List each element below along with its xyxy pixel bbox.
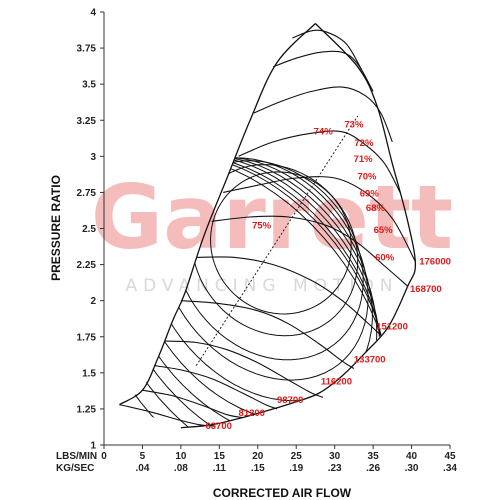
efficiency-label: 72% [354, 138, 374, 149]
x-secondary-tick-label: .11 [213, 463, 227, 474]
y-tick-label: 1.5 [82, 368, 96, 379]
speed-label: 151200 [376, 322, 408, 333]
efficiency-label: 68% [366, 203, 386, 214]
speed-line [223, 176, 416, 262]
y-tick-label: 3 [90, 152, 96, 163]
y-tick-label: 1 [90, 441, 96, 452]
efficiency-label: 73% [344, 119, 364, 130]
y-tick-label: 3.75 [77, 44, 97, 55]
x-tick-label: 25 [291, 451, 303, 462]
speed-line [253, 86, 393, 143]
y-tick-label: 2.75 [77, 188, 97, 199]
x-tick-label: 10 [175, 451, 187, 462]
speed-line [211, 215, 409, 287]
x-unit-secondary-label: KG/SEC [56, 463, 94, 474]
x-tick-label: 45 [444, 451, 456, 462]
y-tick-label: 1.75 [77, 332, 97, 343]
x-unit-primary-label: LBS/MIN [56, 451, 97, 462]
x-tick-label: 15 [214, 451, 226, 462]
x-secondary-tick-label: .26 [366, 463, 380, 474]
peak-efficiency-line [195, 115, 359, 366]
x-secondary-tick-label: .04 [135, 463, 149, 474]
efficiency-label: 60% [375, 252, 395, 263]
speed-line [292, 29, 363, 70]
y-tick-label: 3.5 [82, 80, 96, 91]
efficiency-labels: 75% 74% 73% 72% 71% 70% 69% 68% 65% 60% [252, 119, 395, 263]
efficiency-label: 69% [360, 189, 380, 200]
efficiency-label: 65% [374, 225, 394, 236]
y-tick-label: 2.25 [77, 260, 97, 271]
efficiency-label: 75% [252, 221, 272, 232]
speed-label: 168700 [410, 284, 442, 295]
efficiency-label: 70% [357, 171, 377, 182]
speed-line [238, 130, 401, 193]
speed-label: 81200 [239, 408, 265, 419]
x-secondary-tick-label: .19 [289, 463, 303, 474]
y-tick-label: 2 [90, 296, 96, 307]
surge-line [119, 23, 316, 406]
x-tick-label: 30 [329, 451, 341, 462]
watermark: Garrett ADVANCING MOTION [91, 166, 453, 296]
y-tick-label: 1.25 [77, 404, 97, 415]
x-axis-ticks: 0 5.04 10.08 15.11 20.15 25.19 30.23 35.26 40.30… [101, 445, 457, 474]
x-secondary-tick-label: .15 [251, 463, 265, 474]
speed-label: 63700 [205, 421, 231, 432]
x-tick-label: 35 [368, 451, 380, 462]
speed-line [153, 365, 278, 410]
x-secondary-tick-label: .08 [174, 463, 188, 474]
y-axis-ticks: 1 1.25 1.5 1.75 2 2.25 2.5 2.75 3 3.25 3.5 3.75 4 [77, 8, 104, 452]
y-tick-label: 2.5 [82, 224, 96, 235]
speed-label: 116200 [321, 376, 352, 387]
speed-label: 98700 [277, 395, 303, 406]
x-tick-label: 5 [140, 451, 146, 462]
speed-line [196, 256, 382, 336]
speed-label: 176000 [419, 257, 451, 268]
watermark-brand: Garrett [91, 166, 453, 269]
speed-line [165, 340, 324, 398]
speed-line [142, 389, 243, 419]
watermark-tagline: ADVANCING MOTION [125, 276, 398, 296]
efficiency-label: 74% [314, 127, 334, 138]
speed-line [180, 300, 355, 369]
x-secondary-tick-label: .34 [443, 463, 457, 474]
map-boundary [119, 23, 417, 429]
choke-line [180, 23, 417, 429]
y-axis-title: PRESSURE RATIO [49, 175, 63, 281]
efficiency-island [209, 171, 352, 315]
x-secondary-tick-label: .30 [405, 463, 419, 474]
x-axis-title: CORRECTED AIR FLOW [213, 486, 352, 500]
x-tick-label: 0 [101, 451, 107, 462]
x-tick-label: 40 [406, 451, 418, 462]
y-tick-label: 4 [90, 8, 96, 19]
speed-label: 133700 [354, 355, 386, 366]
x-tick-label: 20 [252, 451, 264, 462]
efficiency-label: 71% [354, 154, 374, 165]
y-tick-label: 3.25 [77, 116, 97, 127]
speed-line [273, 50, 374, 92]
speed-lines [119, 29, 416, 427]
x-secondary-tick-label: .23 [328, 463, 342, 474]
